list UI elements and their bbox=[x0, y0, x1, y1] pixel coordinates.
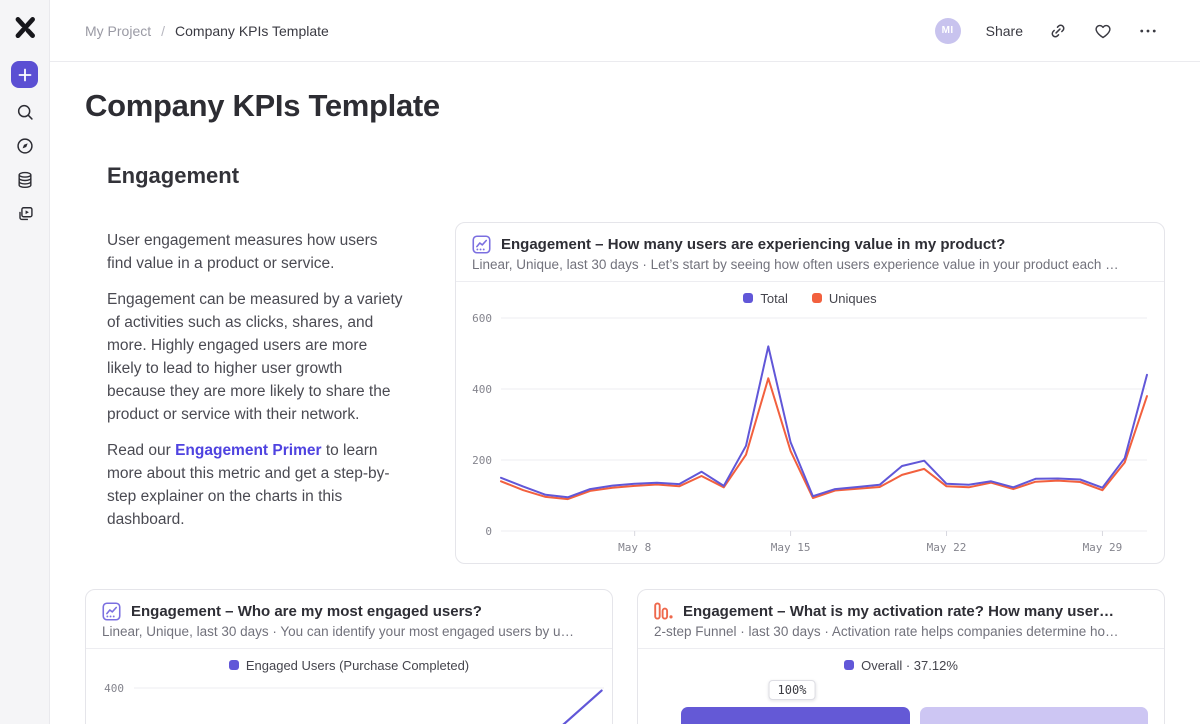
svg-text:May 15: May 15 bbox=[771, 541, 811, 554]
intro-text: User engagement measures how users find … bbox=[107, 222, 403, 564]
page-title: Company KPIs Template bbox=[85, 88, 440, 123]
search-icon[interactable] bbox=[15, 102, 35, 122]
intro-p3-suffix: to learn more about this metric and get … bbox=[107, 442, 390, 528]
card-experiencing-value-header[interactable]: Engagement – How many users are experien… bbox=[456, 223, 1164, 282]
line-chart-icon bbox=[472, 235, 491, 254]
svg-text:0: 0 bbox=[485, 525, 492, 538]
funnel-step-tooltip: 100% bbox=[768, 680, 816, 700]
card-title: Engagement – How many users are experien… bbox=[501, 236, 1006, 253]
breadcrumb-project[interactable]: My Project bbox=[85, 22, 152, 39]
legend-item[interactable]: Uniques bbox=[811, 290, 877, 306]
svg-text:May 8: May 8 bbox=[618, 541, 651, 554]
card-title: Engagement – What is my activation rate?… bbox=[683, 603, 1114, 620]
funnel-bar-step-2[interactable] bbox=[919, 707, 1148, 724]
legend-swatch bbox=[811, 293, 822, 303]
card-most-engaged-users-header[interactable]: Engagement – Who are my most engaged use… bbox=[86, 590, 612, 649]
card-subtitle: 2-step Funnel · last 30 days · Activatio… bbox=[654, 624, 1119, 639]
share-button[interactable]: Share bbox=[985, 22, 1023, 39]
funnel-bar-step-1[interactable] bbox=[681, 707, 910, 724]
favorite-heart-icon[interactable] bbox=[1093, 21, 1113, 41]
intro-p3-prefix: Read our bbox=[107, 442, 176, 459]
chart-legend: Engaged Users (Purchase Completed) bbox=[86, 653, 612, 677]
funnel-chart-icon bbox=[654, 602, 673, 621]
avatar[interactable]: MI bbox=[934, 17, 961, 44]
plus-icon bbox=[18, 68, 31, 81]
card-subtitle: Linear, Unique, last 30 days · Let’s sta… bbox=[472, 257, 1119, 272]
svg-text:600: 600 bbox=[472, 312, 492, 325]
card-most-engaged-users: Engagement – Who are my most engaged use… bbox=[85, 589, 613, 724]
line-chart-engaged-users: 400 bbox=[104, 682, 604, 724]
legend-label: Overall · 37.12% bbox=[861, 657, 958, 673]
funnel-chart: 100% bbox=[638, 677, 1164, 724]
svg-text:200: 200 bbox=[472, 454, 492, 467]
line-chart-total-uniques: 0 200 400 600 May 8 May 15 May 22 May 29 bbox=[472, 312, 1148, 554]
card-activation-rate: Engagement – What is my activation rate?… bbox=[637, 589, 1165, 724]
legend-label: Total bbox=[760, 290, 788, 306]
legend-item[interactable]: Engaged Users (Purchase Completed) bbox=[228, 657, 470, 673]
card-experiencing-value: Engagement – How many users are experien… bbox=[455, 222, 1165, 564]
legend-item[interactable]: Overall · 37.12% bbox=[844, 658, 958, 673]
more-options-icon[interactable] bbox=[1138, 21, 1158, 41]
mixpanel-logo-icon[interactable] bbox=[11, 13, 38, 40]
compass-discover-icon[interactable] bbox=[15, 136, 35, 156]
legend-swatch bbox=[743, 293, 754, 303]
engagement-primer-link[interactable]: Engagement Primer bbox=[175, 442, 322, 459]
create-new-button[interactable] bbox=[11, 61, 38, 88]
breadcrumb-separator: / bbox=[161, 22, 166, 39]
svg-text:May 29: May 29 bbox=[1083, 541, 1123, 554]
svg-text:400: 400 bbox=[472, 383, 492, 396]
intro-paragraph-3: Read our Engagement Primer to learn more… bbox=[107, 439, 403, 531]
svg-text:May 22: May 22 bbox=[927, 541, 967, 554]
breadcrumb-current-page: Company KPIs Template bbox=[175, 22, 329, 39]
legend-item[interactable]: Total bbox=[743, 290, 788, 306]
topbar-actions: MI Share bbox=[934, 17, 1158, 44]
card-subtitle: Linear, Unique, last 30 days · You can i… bbox=[102, 624, 575, 639]
copy-link-icon[interactable] bbox=[1048, 21, 1068, 41]
chart-legend: Overall · 37.12% bbox=[638, 653, 1164, 677]
legend-label: Engaged Users (Purchase Completed) bbox=[245, 657, 470, 673]
breadcrumb: My Project / Company KPIs Template bbox=[85, 23, 329, 39]
topbar: My Project / Company KPIs Template MI Sh… bbox=[50, 0, 1200, 62]
boards-icon[interactable] bbox=[15, 204, 35, 224]
line-chart-icon bbox=[102, 602, 121, 621]
chart-legend: Total Uniques bbox=[456, 286, 1164, 310]
legend-label: Uniques bbox=[828, 290, 877, 306]
sidebar bbox=[0, 0, 50, 724]
main-content: Company KPIs Template Engagement User en… bbox=[50, 62, 1200, 724]
svg-text:400: 400 bbox=[104, 682, 124, 695]
card-activation-rate-header[interactable]: Engagement – What is my activation rate?… bbox=[638, 590, 1164, 649]
legend-swatch bbox=[228, 660, 239, 670]
intro-paragraph-2: Engagement can be measured by a variety … bbox=[107, 291, 403, 423]
card-title: Engagement – Who are my most engaged use… bbox=[131, 603, 482, 620]
section-heading-engagement: Engagement bbox=[107, 163, 240, 188]
intro-paragraph-1: User engagement measures how users find … bbox=[107, 232, 378, 272]
database-icon[interactable] bbox=[15, 170, 35, 190]
legend-swatch bbox=[844, 660, 855, 670]
